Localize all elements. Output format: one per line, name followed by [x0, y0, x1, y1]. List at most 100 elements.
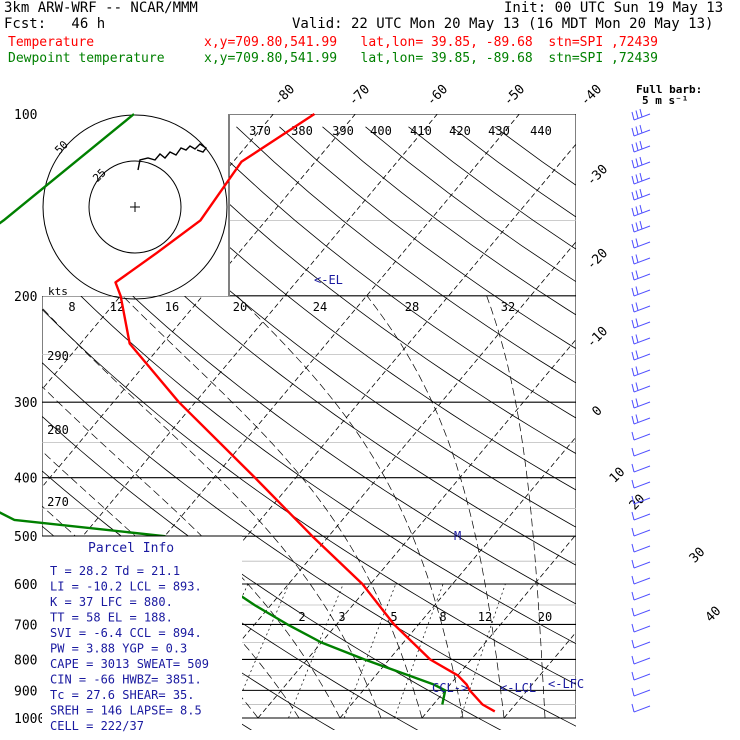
- temperature-tick-label: 30: [687, 545, 709, 567]
- theta-label: 400: [370, 124, 392, 138]
- wind-barb-flag: [631, 575, 635, 585]
- wind-barb-flag: [631, 495, 635, 505]
- wind-barb-flag: [635, 206, 639, 215]
- wind-barb: [631, 204, 651, 217]
- temperature-tick-label: -70: [346, 82, 373, 109]
- wind-barb-staff: [633, 305, 651, 313]
- pressure-tick-label: 500: [14, 530, 37, 545]
- parcel-info-row: LI = -10.2 LCL = 893.: [50, 580, 202, 594]
- wind-barb-staff: [633, 417, 651, 425]
- wind-barb-staff: [633, 353, 651, 361]
- hodograph-ring-25: [88, 160, 182, 254]
- el-marker: <-EL: [314, 273, 343, 287]
- wind-barb: [631, 687, 651, 697]
- isotherm: [175, 241, 576, 719]
- moist-adiabat: [122, 295, 423, 719]
- wind-barb: [631, 220, 651, 233]
- dry-adiabat: [279, 126, 576, 350]
- legend-temperature-info: x,y=709.80,541.99 lat,lon= 39.85, -89.68…: [204, 35, 658, 50]
- temperature-tick-label: -10: [584, 324, 611, 351]
- wind-barb-staff: [633, 465, 651, 473]
- wind-barb: [631, 511, 651, 521]
- mixing-ratio-label: 12: [110, 300, 124, 314]
- wind-barb: [631, 591, 651, 601]
- mixing-ratio-label: 20: [538, 610, 552, 624]
- wind-barb-flag: [635, 190, 639, 199]
- wind-barb-flag: [631, 559, 635, 569]
- wind-barb: [631, 623, 651, 633]
- annotations: <-EL CCL-> <-LCL <-LFC M: [314, 273, 584, 695]
- wind-barb-flag: [631, 527, 635, 537]
- theta-label: 390: [332, 124, 354, 138]
- wind-barb-flag: [631, 639, 635, 649]
- wind-barb-flag: [631, 127, 635, 137]
- wind-barb-flag: [631, 415, 635, 425]
- dry-adiabat: [42, 255, 576, 645]
- isotherm: [339, 436, 576, 719]
- wind-barb-flag: [635, 414, 639, 423]
- mixing-ratio-label: 5: [390, 610, 397, 624]
- parcel-info-row: CELL = 222/37: [50, 719, 144, 733]
- pressure-tick-label: 300: [14, 396, 37, 411]
- theta-label: 410: [410, 124, 432, 138]
- mixing-ratio-line: [288, 583, 344, 719]
- wind-barb-flag: [631, 255, 635, 265]
- hodograph-units: kts: [48, 285, 68, 298]
- forecast-hour: Fcst: 46 h: [4, 16, 106, 32]
- wind-barb-flag: [635, 286, 639, 295]
- hodograph-ring-50: [42, 114, 228, 300]
- mixing-ratio-label: 16: [165, 300, 179, 314]
- wind-barb: [631, 398, 651, 409]
- wind-barb: [631, 463, 651, 473]
- pressure-tick-label: 900: [14, 684, 37, 699]
- wind-barb: [631, 639, 651, 649]
- wind-barb: [631, 318, 651, 329]
- wind-barb-staff: [633, 321, 651, 329]
- wind-barb-staff: [633, 657, 651, 665]
- wind-barb-flag: [631, 223, 635, 233]
- wind-barb-staff: [633, 705, 651, 713]
- wind-barb-flag: [635, 382, 639, 391]
- wind-barb-flag: [631, 399, 635, 409]
- wind-barb: [631, 238, 651, 249]
- wind-barb-flag: [639, 204, 643, 214]
- legend-temperature-label: Temperature: [8, 35, 95, 50]
- init-time: Init: 00 UTC Sun 19 May 13: [504, 0, 724, 16]
- pressure-tick-label: 600: [14, 578, 37, 593]
- wind-barb-flag: [631, 607, 635, 617]
- hodograph-background: [42, 114, 230, 296]
- moist-adiabat: [236, 295, 464, 719]
- wind-barb-flag: [631, 591, 635, 601]
- wind-barb-flag: [631, 687, 635, 697]
- mixing-ratio-line: [394, 583, 444, 719]
- temperature-profile: [114, 112, 496, 713]
- wind-barb: [631, 350, 651, 361]
- temperature-tick-label: -20: [584, 246, 611, 273]
- wind-barb-flag: [631, 143, 635, 153]
- wind-barb: [631, 140, 651, 153]
- wind-barb: [631, 559, 651, 569]
- wind-barb-flag: [631, 671, 635, 681]
- wind-barb: [631, 607, 651, 617]
- temperature-tick-label: -80: [271, 82, 298, 109]
- legend-dewpoint-label: Dewpoint temperature: [8, 51, 165, 66]
- wind-barb-flag: [631, 111, 635, 121]
- temperature-tick-label: 40: [703, 604, 725, 626]
- wind-barb: [631, 703, 651, 713]
- wind-barb-staff: [633, 257, 651, 265]
- mixing-ratio-label: 3: [338, 610, 345, 624]
- wind-barb-flag: [635, 366, 639, 375]
- wind-barb-flag: [639, 188, 643, 198]
- wind-barb: [631, 575, 651, 585]
- wind-barb: [631, 124, 651, 137]
- isotherm: [42, 114, 438, 586]
- temperature-tick-label: 0: [589, 403, 605, 419]
- parcel-info-row: CAPE = 3013 SWEAT= 509: [50, 657, 209, 671]
- wind-barb: [631, 172, 651, 185]
- wind-barb: [631, 527, 651, 537]
- wind-barb-staff: [633, 337, 651, 345]
- wind-barb-flag: [631, 287, 635, 297]
- wind-barb-flag: [631, 303, 635, 313]
